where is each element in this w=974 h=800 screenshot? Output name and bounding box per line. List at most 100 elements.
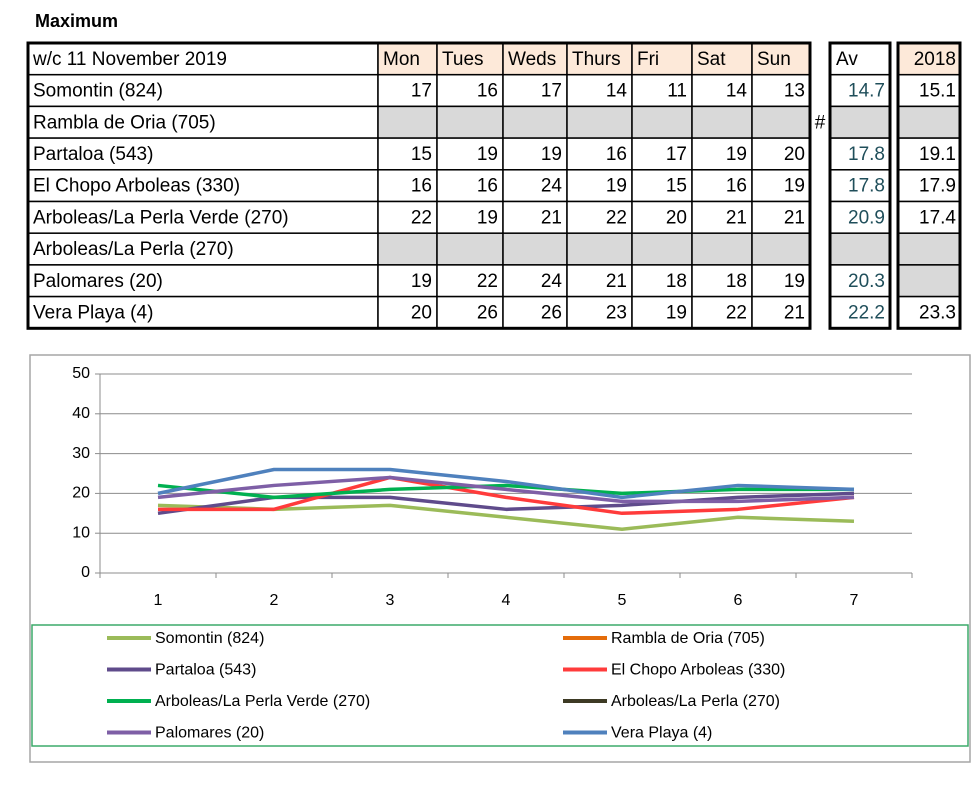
x-tick-label: 2 bbox=[270, 592, 279, 609]
table-cell bbox=[691, 232, 753, 266]
table-cell bbox=[436, 169, 504, 203]
table-cell bbox=[566, 105, 633, 139]
x-tick-label: 4 bbox=[502, 592, 511, 609]
value-cell: 20 bbox=[666, 207, 687, 228]
year-cell: 19.1 bbox=[919, 144, 956, 165]
note: # bbox=[815, 112, 826, 133]
value-cell: 22 bbox=[726, 302, 747, 323]
table-cell bbox=[377, 73, 438, 108]
value-cell: 16 bbox=[411, 176, 432, 197]
table-border bbox=[896, 41, 962, 330]
table-cell bbox=[897, 232, 961, 266]
value-cell: 19 bbox=[541, 144, 562, 165]
x-tick-label: 7 bbox=[850, 592, 859, 609]
table-cell bbox=[691, 42, 753, 76]
table-cell bbox=[502, 264, 568, 298]
table-cell bbox=[377, 105, 438, 139]
value-cell: 24 bbox=[541, 176, 563, 197]
table-cell bbox=[436, 105, 504, 139]
legend-label: Palomares (20) bbox=[155, 725, 264, 742]
header-cell: Fri bbox=[637, 49, 659, 70]
table-cell bbox=[566, 232, 633, 266]
header-cell: Av bbox=[836, 49, 858, 70]
row-name: Vera Playa (4) bbox=[33, 302, 153, 323]
table-cell bbox=[751, 264, 811, 298]
x-tick-label: 6 bbox=[734, 592, 743, 609]
row-name: Partaloa (543) bbox=[33, 144, 153, 165]
series-line bbox=[157, 475, 855, 504]
header-cell: 2018 bbox=[914, 49, 956, 70]
x-tick-label: 5 bbox=[618, 592, 627, 609]
y-tick-label: 50 bbox=[72, 365, 90, 382]
table-cell bbox=[691, 105, 753, 139]
table-cell bbox=[897, 295, 961, 330]
table-border bbox=[26, 41, 812, 330]
legend-label: Somontin (824) bbox=[155, 630, 264, 647]
table-cell bbox=[566, 73, 633, 108]
value-cell: 26 bbox=[477, 302, 498, 323]
value-cell: 21 bbox=[606, 271, 627, 292]
y-tick-label: 10 bbox=[72, 524, 90, 541]
value-cell: 17 bbox=[541, 81, 562, 102]
year-cell: 17.4 bbox=[919, 207, 956, 228]
value-cell: 19 bbox=[411, 271, 432, 292]
average-cell: 17.8 bbox=[848, 176, 885, 197]
value-cell: 22 bbox=[606, 207, 627, 228]
value-cell: 21 bbox=[784, 207, 805, 228]
table-border bbox=[828, 41, 892, 330]
value-cell: 19 bbox=[666, 302, 687, 323]
table-cell bbox=[897, 137, 961, 171]
average-cell: 20.3 bbox=[848, 271, 885, 292]
average-cell: 20.9 bbox=[848, 207, 885, 228]
value-cell: 16 bbox=[726, 176, 747, 197]
value-cell: 16 bbox=[606, 144, 627, 165]
legend-label: Partaloa (543) bbox=[155, 662, 256, 679]
value-cell: 21 bbox=[726, 207, 747, 228]
legend-label: El Chopo Arboleas (330) bbox=[611, 662, 785, 679]
value-cell: 24 bbox=[541, 271, 563, 292]
year-cell: 23.3 bbox=[919, 302, 956, 323]
header-cell: Sat bbox=[697, 49, 726, 70]
value-cell: 14 bbox=[606, 81, 628, 102]
value-cell: 19 bbox=[477, 207, 498, 228]
value-cell: 22 bbox=[411, 207, 432, 228]
value-cell: 20 bbox=[411, 302, 432, 323]
header-cell: Mon bbox=[383, 49, 420, 70]
value-cell: 13 bbox=[784, 81, 805, 102]
value-cell: 19 bbox=[726, 144, 747, 165]
header-cell: Weds bbox=[508, 49, 556, 70]
value-cell: 18 bbox=[666, 271, 687, 292]
value-cell: 17 bbox=[666, 144, 687, 165]
y-tick-label: 40 bbox=[72, 405, 90, 422]
y-tick-label: 20 bbox=[72, 485, 90, 502]
series-line bbox=[157, 467, 855, 500]
value-cell: 21 bbox=[784, 302, 805, 323]
table-cell bbox=[566, 264, 633, 298]
year-cell: 15.1 bbox=[919, 81, 956, 102]
page-title: Maximum bbox=[35, 11, 118, 31]
table-cell bbox=[27, 137, 379, 171]
value-cell: 26 bbox=[541, 302, 562, 323]
table-cell bbox=[631, 105, 693, 139]
value-cell: 23 bbox=[606, 302, 627, 323]
table-cell bbox=[502, 169, 568, 203]
y-tick-label: 30 bbox=[72, 445, 90, 462]
legend-label: Arboleas/La Perla Verde (270) bbox=[155, 693, 370, 710]
row-name: Arboleas/La Perla Verde (270) bbox=[33, 207, 289, 228]
value-cell: 11 bbox=[667, 81, 687, 102]
average-cell: 17.8 bbox=[848, 144, 885, 165]
table-cell bbox=[691, 295, 753, 330]
table-cell bbox=[27, 264, 379, 298]
value-cell: 19 bbox=[784, 271, 805, 292]
row-name: Arboleas/La Perla (270) bbox=[33, 239, 234, 260]
y-tick-label: 0 bbox=[81, 564, 90, 581]
value-cell: 22 bbox=[477, 271, 498, 292]
table-cell bbox=[27, 295, 379, 330]
table-cell bbox=[751, 73, 811, 108]
table-cell bbox=[631, 232, 693, 266]
table-cell bbox=[377, 169, 438, 203]
series-line bbox=[157, 483, 854, 500]
table-cell bbox=[502, 105, 568, 139]
table-cell bbox=[751, 105, 811, 139]
